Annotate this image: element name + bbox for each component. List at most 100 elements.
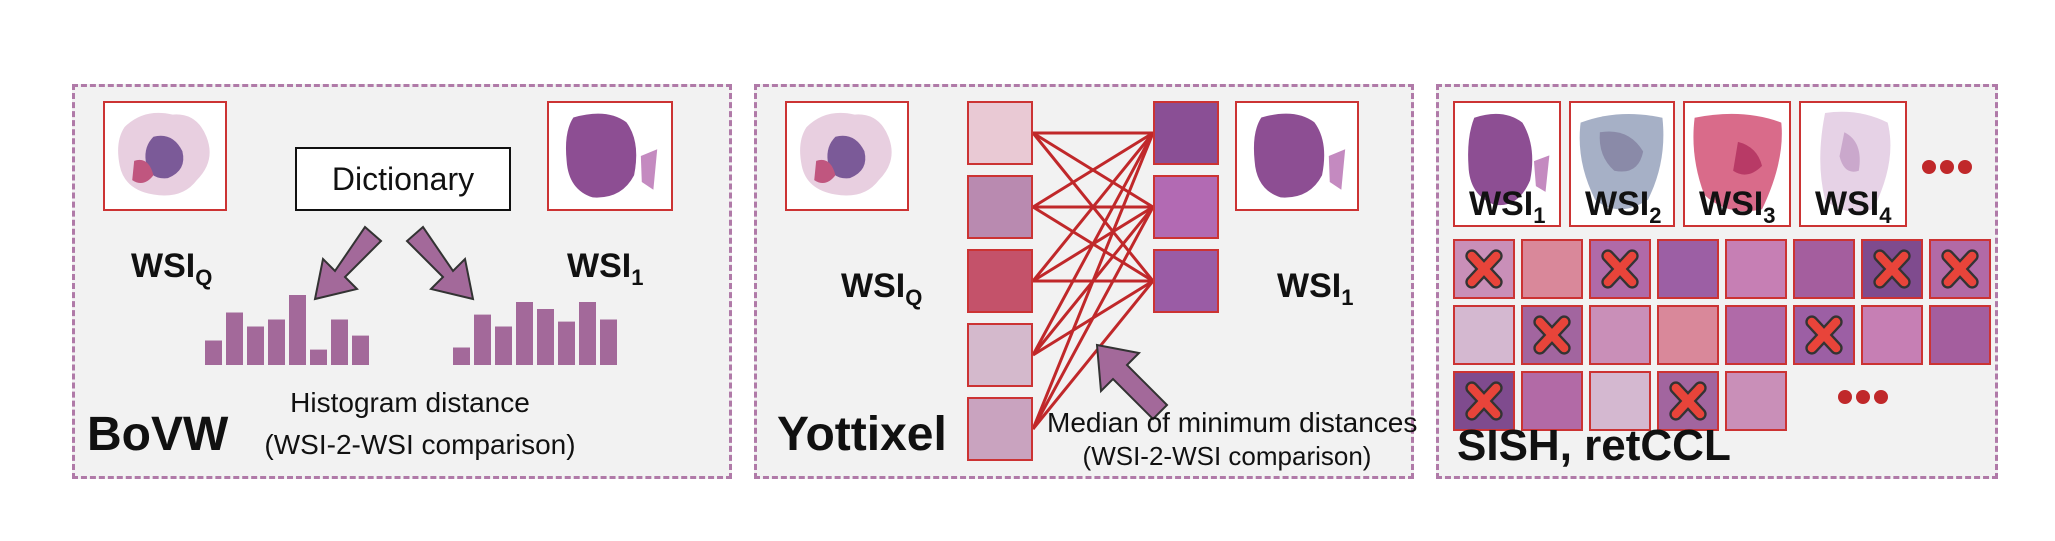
patch-tile: [1657, 371, 1719, 431]
tissue-slide-image: [1455, 103, 1559, 225]
bovw-db-label: WSI1: [567, 247, 644, 290]
match-link: [1031, 132, 1155, 430]
yottixel-db-wsi-thumbnail: [1235, 101, 1359, 211]
yottixel-panel: WSIQ WSI1 Median of minimum distances (W…: [754, 84, 1418, 479]
sish-wsi-thumbnail-3: [1683, 101, 1791, 227]
yottixel-caption-line1: Median of minimum distances: [1047, 407, 1418, 438]
query-patch: [967, 101, 1033, 165]
histogram-bar: [268, 319, 285, 365]
patch-tile: [1589, 371, 1651, 431]
sish-wsi-label-3: WSI3: [1699, 185, 1776, 228]
patch-tile: [1453, 305, 1515, 365]
histogram-right: [453, 302, 617, 365]
histogram-bar: [226, 312, 243, 365]
x-mark-icon: [1465, 249, 1503, 289]
yottixel-db-label: WSI1: [1277, 267, 1354, 310]
patch-tile: [1589, 239, 1651, 299]
sish-wsi-thumbnail-2: [1569, 101, 1675, 227]
arrow-up-left-icon: [1095, 343, 1169, 421]
patch-tile: [1521, 239, 1583, 299]
x-mark-icon: [1601, 249, 1639, 289]
dictionary-arrows: [313, 225, 475, 301]
sish-wsi-label-1: WSI1: [1469, 185, 1546, 228]
match-link: [1031, 132, 1155, 356]
x-mark-icon: [1465, 381, 1503, 421]
arrow-down-left-icon: [313, 225, 383, 301]
tissue-slide-image: [1801, 103, 1905, 225]
sish-patch-grid: [1453, 239, 1993, 431]
tissue-slide-image: [1685, 103, 1789, 225]
query-patch: [967, 175, 1033, 239]
patch-tile: [1725, 371, 1787, 431]
patch-tile: [1657, 239, 1719, 299]
match-link: [1032, 131, 1154, 209]
db-patch: [1153, 175, 1219, 239]
db-patch: [1153, 249, 1219, 313]
arrow-down-right-icon: [405, 225, 475, 301]
tissue-slide-image: [1237, 103, 1357, 209]
patch-tile: [1861, 239, 1923, 299]
patch-tile: [1657, 305, 1719, 365]
match-link: [1031, 206, 1155, 430]
x-mark-icon: [1873, 249, 1911, 289]
dictionary-box: Dictionary: [295, 147, 511, 211]
patch-tile: [1725, 305, 1787, 365]
patch-tile: [1589, 305, 1651, 365]
patch-matching-links: [1031, 131, 1155, 430]
histogram-bar: [600, 319, 617, 365]
bovw-query-wsi-thumbnail: [103, 101, 227, 211]
histogram-bar: [558, 321, 575, 365]
yottixel-method-label: Yottixel: [777, 408, 947, 461]
histogram-bar: [516, 302, 533, 365]
histogram-left: [205, 295, 369, 365]
sish-panel: WSI1 WSI2 WSI3 WSI4 SISH, retCCL: [1436, 84, 1998, 479]
tissue-slide-image: [105, 103, 225, 209]
patch-tile: [1793, 305, 1855, 365]
patch-tile: [1453, 371, 1515, 431]
sish-wsi-thumbnail-4: [1799, 101, 1907, 227]
x-mark-icon: [1805, 315, 1843, 355]
x-mark-icon: [1941, 249, 1979, 289]
tissue-slide-image: [1571, 103, 1673, 225]
match-link: [1031, 280, 1155, 430]
bovw-caption-line2: (WSI-2-WSI comparison): [264, 429, 576, 460]
db-patch: [1153, 101, 1219, 165]
histogram-bar: [474, 314, 491, 365]
patch-tile: [1521, 371, 1583, 431]
sish-wsi-label-4: WSI4: [1815, 185, 1892, 228]
patch-tile: [1725, 239, 1787, 299]
sish-wsi-thumbnail-1: [1453, 101, 1561, 227]
tissue-slide-image: [787, 103, 907, 209]
histogram-bar: [537, 309, 554, 365]
query-patch: [967, 397, 1033, 461]
sish-wsi-label-2: WSI2: [1585, 185, 1662, 228]
x-mark-icon: [1669, 381, 1707, 421]
sish-method-label: SISH, retCCL: [1457, 421, 1731, 470]
query-patch: [967, 323, 1033, 387]
query-patch: [967, 249, 1033, 313]
histogram-bar: [310, 349, 327, 365]
patch-tile: [1929, 239, 1991, 299]
histogram-bar: [331, 319, 348, 365]
yottixel-caption-line2: (WSI-2-WSI comparison): [1082, 441, 1372, 471]
histogram-bar: [453, 347, 470, 365]
bovw-query-label: WSIQ: [131, 247, 213, 290]
patch-tile: [1453, 239, 1515, 299]
match-link: [1031, 132, 1155, 282]
histogram-bar: [247, 326, 264, 365]
histogram-bar: [205, 340, 222, 365]
bovw-db-wsi-thumbnail: [547, 101, 673, 211]
patch-tile: [1861, 305, 1923, 365]
tissue-slide-image: [549, 103, 671, 209]
bovw-method-label: BoVW: [87, 408, 229, 461]
patch-tile: [1929, 305, 1991, 365]
ellipsis-dots-icon: [1922, 160, 1972, 174]
histogram-bar: [289, 295, 306, 365]
patch-tile: [1521, 305, 1583, 365]
histogram-bar: [579, 302, 596, 365]
yottixel-query-label: WSIQ: [841, 267, 923, 310]
histogram-bar: [352, 335, 369, 365]
dictionary-label: Dictionary: [331, 160, 475, 197]
bovw-caption-line1: Histogram distance: [290, 387, 530, 418]
yottixel-query-wsi-thumbnail: [785, 101, 909, 211]
